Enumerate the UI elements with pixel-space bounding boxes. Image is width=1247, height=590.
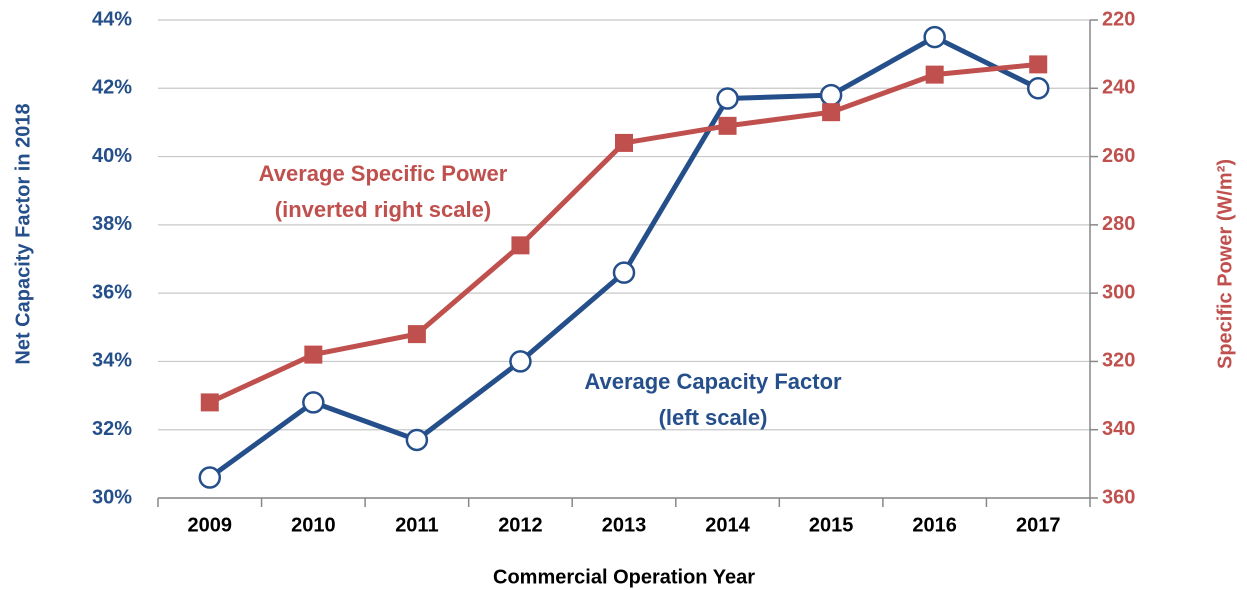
x-tick-label: 2011 — [395, 514, 438, 536]
x-tick-label: 2012 — [498, 514, 543, 536]
y-tick-label: 44% — [92, 8, 132, 30]
y2-tick-label: 240 — [1102, 77, 1135, 99]
y2-tick-label: 300 — [1102, 281, 1135, 303]
y-tick-label: 42% — [92, 77, 132, 99]
x-tick-label: 2010 — [291, 514, 336, 536]
y2-tick-label: 340 — [1102, 418, 1135, 440]
square-marker — [718, 116, 737, 135]
annotation: (left scale) — [659, 405, 768, 430]
square-marker — [511, 236, 530, 255]
circle-marker — [302, 391, 325, 414]
y2-tick-label: 260 — [1102, 145, 1135, 167]
x-tick-label: 2009 — [188, 514, 233, 536]
square-marker — [925, 65, 944, 84]
x-tick-label: 2016 — [912, 514, 957, 536]
y-tick-label: 32% — [92, 418, 132, 440]
circle-marker — [819, 83, 843, 107]
y2-axis-title: Specific Power (W/m²) — [1214, 159, 1236, 369]
series-line — [208, 61, 1039, 405]
y-tick-label: 30% — [92, 486, 132, 508]
square-marker — [822, 103, 841, 122]
square-marker — [615, 133, 633, 152]
square-marker — [407, 325, 426, 344]
y2-tick-label: 320 — [1102, 350, 1135, 372]
x-axis-title: Commercial Operation Year — [493, 566, 755, 588]
y-tick-label: 38% — [92, 213, 132, 235]
x-tick-label: 2014 — [705, 514, 750, 536]
circle-marker — [716, 87, 739, 110]
x-tick-label: 2013 — [602, 514, 647, 536]
square-marker — [1029, 55, 1048, 74]
y2-tick-label: 280 — [1102, 213, 1135, 235]
series-line — [208, 34, 1040, 480]
y-tick-label: 40% — [92, 145, 132, 167]
annotation: Average Capacity Factor — [584, 369, 842, 394]
circle-marker — [198, 466, 222, 489]
y-tick-label: 34% — [92, 350, 132, 372]
y2-tick-label: 220 — [1102, 8, 1135, 30]
x-tick-label: 2015 — [809, 514, 854, 536]
square-marker — [304, 345, 323, 364]
y2-tick-label: 360 — [1102, 486, 1135, 508]
circle-marker — [612, 261, 636, 284]
y-tick-label: 36% — [92, 281, 132, 303]
annotation: Average Specific Power — [259, 161, 508, 186]
circle-marker — [1026, 77, 1050, 100]
square-marker — [200, 393, 219, 412]
y-axis-title: Net Capacity Factor in 2018 — [12, 103, 34, 364]
circle-marker — [509, 350, 532, 373]
circle-marker — [405, 428, 429, 452]
circle-marker — [923, 25, 946, 49]
x-tick-label: 2017 — [1016, 514, 1061, 536]
annotation: (inverted right scale) — [275, 197, 491, 222]
